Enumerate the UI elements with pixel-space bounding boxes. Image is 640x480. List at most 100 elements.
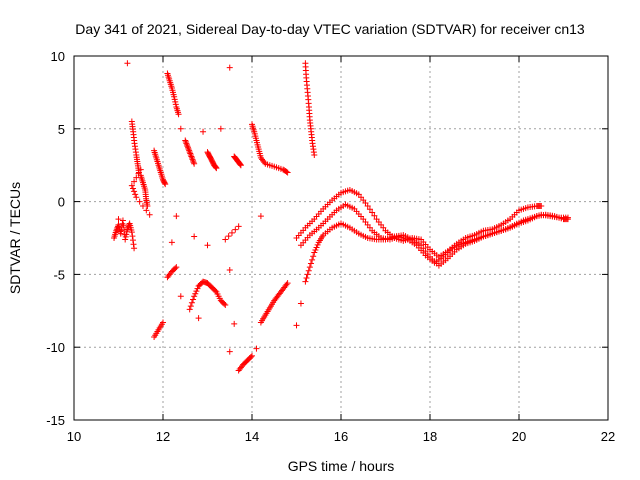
data-point — [129, 185, 136, 192]
chart-title: Day 341 of 2021, Sidereal Day-to-day VTE… — [75, 21, 585, 37]
data-point — [137, 166, 144, 173]
grid-lines — [74, 56, 608, 420]
data-point — [303, 275, 310, 282]
data-point — [131, 245, 138, 252]
data-point — [232, 226, 239, 233]
data-point — [182, 137, 189, 144]
series-cluster-11h — [111, 216, 138, 252]
series-arc-15.2 — [302, 60, 318, 159]
y-tick-label: 10 — [51, 49, 65, 64]
data-point — [184, 143, 191, 150]
data-point — [188, 154, 195, 161]
data-point — [225, 233, 232, 240]
data-point — [307, 260, 314, 267]
data-point — [221, 300, 228, 307]
data-point — [283, 168, 290, 175]
y-tick-label: -10 — [46, 340, 65, 355]
data-point — [228, 229, 235, 236]
data-point — [187, 152, 194, 159]
data-point — [313, 244, 320, 251]
data-point — [235, 223, 242, 230]
data-point — [188, 299, 195, 306]
data-point — [305, 267, 312, 274]
data-point — [222, 236, 229, 243]
y-tick-label: -15 — [46, 413, 65, 428]
data-point — [122, 233, 129, 240]
series-band-b — [297, 201, 571, 266]
data-point — [247, 354, 254, 361]
data-point — [364, 202, 371, 209]
data-point — [172, 101, 179, 108]
series-arc-11.3 — [128, 118, 142, 176]
data-point — [284, 169, 291, 176]
data-point — [191, 160, 198, 167]
data-point — [366, 206, 373, 213]
data-point — [186, 149, 193, 156]
data-point — [212, 163, 219, 170]
y-tick-labels: -15 -10 -5 0 5 10 — [46, 49, 65, 428]
data-point — [189, 156, 196, 163]
data-point — [120, 222, 127, 229]
data-point — [194, 285, 201, 292]
data-point — [200, 128, 207, 135]
data-point — [136, 198, 143, 205]
data-point — [369, 209, 376, 216]
data-point — [161, 180, 168, 187]
data-point — [222, 301, 229, 308]
x-tick-labels: 10 12 14 16 18 20 22 — [67, 429, 615, 444]
data-point — [124, 60, 131, 67]
data-point — [213, 165, 220, 172]
data-point — [117, 230, 124, 237]
data-point — [146, 211, 153, 218]
data-point — [538, 202, 545, 209]
data-point — [183, 140, 190, 147]
data-point — [119, 220, 126, 227]
x-tick-label: 18 — [423, 429, 437, 444]
data-point — [237, 162, 244, 169]
data-point — [123, 228, 130, 235]
x-tick-label: 12 — [156, 429, 170, 444]
data-point — [172, 98, 179, 105]
data-point — [249, 352, 255, 359]
data-point — [261, 159, 268, 166]
y-tick-label: -5 — [53, 267, 65, 282]
series-arc-14 — [249, 121, 291, 176]
data-point — [115, 216, 122, 223]
data-point — [226, 64, 233, 71]
data-point — [217, 125, 224, 132]
data-point — [162, 181, 169, 188]
data-point — [177, 293, 184, 300]
data-point — [182, 138, 189, 145]
series-low-12 — [151, 264, 180, 341]
data-point — [128, 182, 135, 189]
data-point — [173, 264, 180, 271]
data-point — [314, 241, 321, 248]
y-tick-label: 0 — [58, 195, 65, 210]
data-point — [311, 152, 318, 159]
data-point — [193, 288, 200, 295]
data-point — [195, 315, 202, 322]
data-point — [143, 207, 150, 214]
data-point — [185, 146, 192, 153]
data-point — [131, 178, 138, 185]
data-point — [302, 278, 309, 285]
data-point — [173, 213, 180, 220]
x-tick-label: 14 — [245, 429, 259, 444]
data-point — [187, 150, 194, 157]
data-point — [133, 194, 140, 201]
data-point — [123, 231, 130, 238]
data-point — [135, 170, 142, 177]
data-point — [183, 141, 190, 148]
data-point — [190, 159, 197, 166]
data-point — [304, 271, 311, 278]
series-low-13.7 — [235, 352, 255, 374]
series-arc-11.8 — [151, 147, 169, 188]
data-point — [186, 147, 193, 154]
data-point — [283, 281, 290, 288]
data-point — [133, 174, 140, 181]
data-point — [310, 253, 317, 260]
data-point — [293, 322, 300, 329]
data-point — [130, 241, 137, 248]
data-point — [231, 320, 238, 327]
